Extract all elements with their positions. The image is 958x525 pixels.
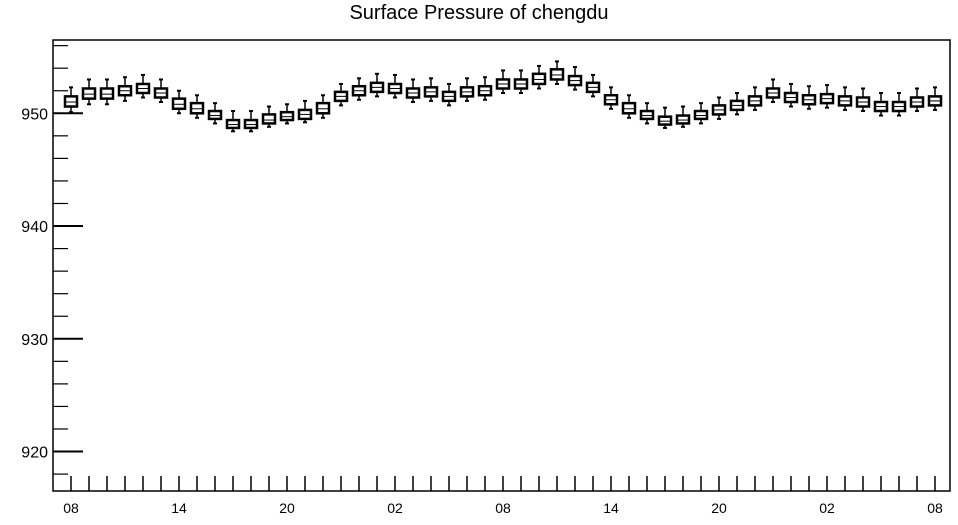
x-tick-label: 14	[171, 500, 187, 516]
plot-frame	[52, 39, 951, 492]
x-tick-label: 08	[927, 500, 943, 516]
x-tick-label: 20	[711, 500, 727, 516]
box	[189, 101, 205, 115]
box	[639, 109, 655, 121]
y-tick-label: 930	[21, 332, 48, 349]
box	[315, 101, 331, 115]
x-tick-label: 20	[279, 500, 295, 516]
box	[63, 95, 79, 108]
box	[207, 109, 223, 121]
box	[81, 87, 97, 100]
y-tick-label: 920	[21, 445, 48, 462]
x-tick-label: 08	[63, 500, 79, 516]
box	[693, 109, 709, 121]
box	[171, 97, 187, 111]
x-tick-label: 14	[603, 500, 619, 516]
box	[225, 118, 241, 130]
box	[531, 72, 547, 86]
chart-title: Surface Pressure of chengdu	[349, 2, 609, 24]
y-tick-label: 950	[21, 106, 48, 123]
box	[279, 110, 295, 122]
box	[261, 113, 277, 125]
box	[99, 87, 115, 100]
box	[549, 68, 565, 81]
y-tick-label: 940	[21, 219, 48, 236]
x-tick-label: 08	[495, 500, 511, 516]
box	[621, 101, 637, 115]
box	[675, 114, 691, 125]
x-tick-label: 02	[387, 500, 403, 516]
box	[657, 115, 673, 126]
x-tick-label: 02	[819, 500, 835, 516]
box	[243, 118, 259, 130]
